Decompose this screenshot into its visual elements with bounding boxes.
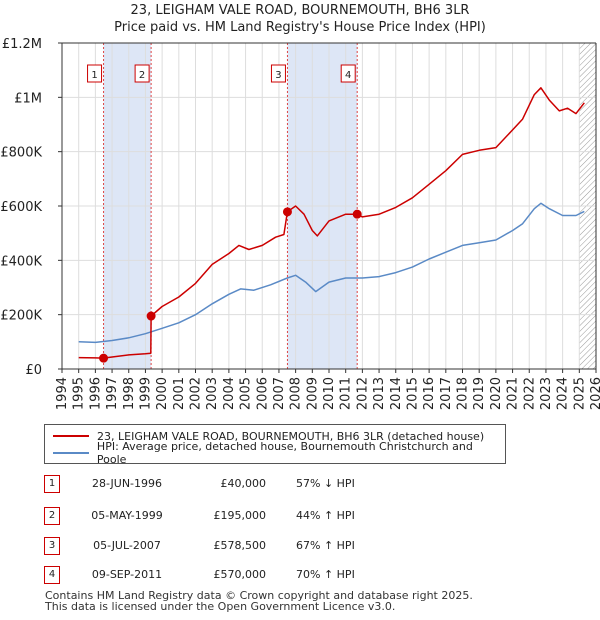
x-tick-label: 2004 — [222, 377, 237, 410]
x-tick-label: 2003 — [205, 377, 220, 410]
chart-legend: 23, LEIGHAM VALE ROAD, BOURNEMOUTH, BH6 … — [44, 424, 506, 466]
x-tick-label: 2022 — [522, 377, 537, 410]
sale-label-box — [134, 64, 150, 83]
x-tick-label: 2016 — [422, 377, 437, 410]
x-tick-label: 2017 — [439, 377, 454, 410]
x-tick-label: 2011 — [339, 377, 354, 410]
sale-label-box — [87, 64, 103, 83]
transaction-row: 4 09-SEP-2011 £570,000 70% ↑ HPI — [0, 566, 600, 586]
legend-swatch-property — [53, 435, 89, 437]
x-tick-label: 2005 — [239, 377, 254, 410]
legend-swatch-hpi — [53, 452, 89, 454]
x-tick-label: 2019 — [472, 377, 487, 410]
y-tick-label: £200K — [0, 309, 42, 324]
y-tick-label: £1M — [14, 91, 42, 106]
y-tick-label: £800K — [0, 146, 42, 161]
footer-copyright: Contains HM Land Registry data © Crown c… — [45, 589, 473, 602]
transaction-hpi-change: 44% ↑ HPI — [296, 509, 355, 522]
legend-item-property: 23, LEIGHAM VALE ROAD, BOURNEMOUTH, BH6 … — [53, 428, 484, 444]
x-tick-label: 2002 — [189, 377, 204, 410]
x-tick-label: 2009 — [305, 377, 320, 410]
hpi-line — [78, 202, 585, 344]
sale-point — [146, 311, 156, 321]
transaction-number: 4 — [44, 566, 60, 584]
transaction-hpi-change: 57% ↓ HPI — [296, 477, 355, 490]
x-tick-label: 2020 — [489, 377, 504, 410]
footer-licence: This data is licensed under the Open Gov… — [45, 600, 396, 613]
x-tick-label: 2000 — [155, 377, 170, 410]
x-tick-label: 1998 — [122, 377, 137, 410]
transaction-hpi-change: 70% ↑ HPI — [296, 568, 355, 581]
x-tick-label: 2007 — [272, 377, 287, 410]
x-tick-label: 2001 — [172, 377, 187, 410]
legend-label-property: 23, LEIGHAM VALE ROAD, BOURNEMOUTH, BH6 … — [97, 429, 485, 443]
x-tick-label: 1997 — [105, 377, 120, 410]
sale-label-text: 4 — [345, 70, 351, 81]
footer-text: Contains HM Land Registry data © Crown c… — [45, 590, 473, 612]
legend-label-hpi: HPI: Average price, detached house, Bour… — [96, 440, 473, 466]
sale-label-text: 1 — [91, 70, 97, 81]
x-tick-label: 1999 — [138, 377, 153, 410]
transaction-price: £570,000 — [213, 568, 267, 581]
x-tick-label: 2006 — [255, 377, 270, 410]
y-tick-label: £1.2M — [2, 37, 42, 52]
x-tick-label: 2026 — [589, 377, 600, 410]
sale-label-text: 2 — [139, 70, 145, 81]
chart-title: 23, LEIGHAM VALE ROAD, BOURNEMOUTH, BH6 … — [130, 3, 470, 18]
sale-point — [352, 209, 362, 219]
y-tick-label: £0 — [25, 363, 42, 378]
transaction-hpi-change: 67% ↑ HPI — [296, 539, 355, 552]
transaction-date: 09-SEP-2011 — [91, 568, 163, 581]
transaction-row: 1 28-JUN-1996 £40,000 57% ↓ HPI — [0, 475, 600, 495]
x-tick-label: 2008 — [289, 377, 304, 410]
x-tick-label: 1996 — [88, 377, 103, 410]
x-tick-label: 2015 — [405, 377, 420, 410]
transaction-number: 3 — [44, 537, 60, 555]
sale-label-box — [340, 64, 356, 83]
sale-point — [99, 353, 109, 363]
x-tick-label: 2013 — [372, 377, 387, 410]
legend-item-hpi: HPI: Average price, detached house, Bour… — [53, 440, 505, 466]
transaction-number: 1 — [44, 475, 60, 493]
x-tick-label: 2024 — [556, 377, 571, 410]
transaction-row: 2 05-MAY-1999 £195,000 44% ↑ HPI — [0, 507, 600, 527]
x-tick-label: 2018 — [456, 377, 471, 410]
transaction-date: 05-MAY-1999 — [91, 509, 163, 522]
transaction-row: 3 05-JUL-2007 £578,500 67% ↑ HPI — [0, 537, 600, 557]
x-tick-label: 2025 — [572, 377, 587, 410]
transaction-price: £578,500 — [213, 539, 267, 552]
x-tick-label: 2010 — [322, 377, 337, 410]
x-tick-label: 2023 — [539, 377, 554, 410]
x-tick-label: 1994 — [55, 377, 70, 410]
x-tick-label: 1995 — [72, 377, 87, 410]
transaction-price: £40,000 — [220, 477, 267, 490]
transaction-date: 28-JUN-1996 — [91, 477, 163, 490]
y-tick-label: £600K — [0, 200, 42, 215]
x-tick-label: 2021 — [506, 377, 521, 410]
x-tick-label: 2012 — [355, 377, 370, 410]
chart-subtitle: Price paid vs. HM Land Registry's House … — [114, 20, 486, 35]
sale-point — [282, 207, 292, 217]
transaction-date: 05-JUL-2007 — [93, 539, 161, 552]
x-tick-label: 2014 — [389, 377, 404, 410]
sale-label-text: 3 — [275, 70, 281, 81]
transaction-number: 2 — [44, 507, 60, 525]
sale-label-box — [270, 64, 286, 83]
transaction-price: £195,000 — [213, 509, 267, 522]
y-tick-label: £400K — [0, 254, 42, 269]
